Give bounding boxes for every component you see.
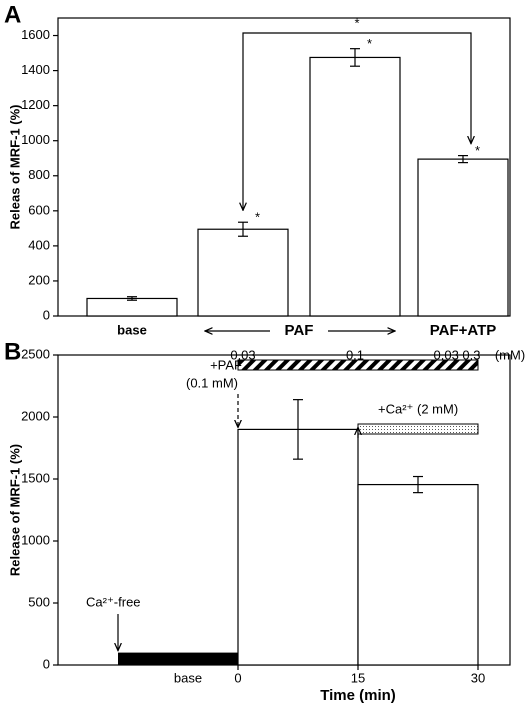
period-detail: (0.1 mM) (186, 375, 238, 390)
base-bar (118, 652, 238, 665)
y-tick-label: 400 (28, 237, 50, 252)
y-tick-label: 1000 (21, 132, 50, 147)
y-tick-label: 200 (28, 272, 50, 287)
panel-label: B (4, 338, 21, 365)
significance: * (255, 210, 260, 225)
period-label: +PAF (210, 357, 242, 372)
y-tick-label: 2500 (21, 346, 50, 361)
y-axis-label: Releas of MRF-1 (%) (7, 105, 22, 230)
significance: * (354, 15, 359, 30)
bar (197, 228, 289, 317)
y-tick-label: 500 (28, 594, 50, 609)
bar (237, 428, 359, 666)
x-tick-label: 15 (351, 670, 365, 685)
base-label: base (174, 670, 202, 685)
y-tick-label: 1000 (21, 532, 50, 547)
y-tick-label: 0 (43, 656, 50, 671)
bar (309, 56, 401, 317)
period-bar (357, 423, 479, 435)
bar (417, 158, 509, 317)
x-tick-label: 30 (471, 670, 485, 685)
period-label: +Ca²⁺ (2 mM) (378, 401, 458, 416)
x-tick-label: 0 (234, 670, 241, 685)
bar (357, 483, 479, 666)
y-tick-label: 1500 (21, 470, 50, 485)
significance: * (475, 143, 480, 158)
y-tick-label: 800 (28, 167, 50, 182)
y-tick-label: 600 (28, 202, 50, 217)
bracket (242, 32, 472, 211)
y-axis-label: Release of MRF-1 (%) (7, 444, 22, 576)
panel-label: A (4, 1, 21, 28)
period-bar (237, 359, 479, 371)
y-tick-label: 2000 (21, 408, 50, 423)
group-label: PAF (285, 322, 314, 339)
bar (86, 297, 178, 317)
annotation: Ca²⁺-free (86, 594, 141, 609)
category-label: base (117, 322, 147, 337)
group-label: PAF+ATP (430, 322, 497, 339)
y-tick-label: 0 (43, 307, 50, 322)
y-tick-label: 1600 (21, 27, 50, 42)
x-axis-label: Time (min) (320, 687, 396, 704)
significance: * (367, 36, 372, 51)
y-tick-label: 1200 (21, 97, 50, 112)
y-tick-label: 1400 (21, 62, 50, 77)
